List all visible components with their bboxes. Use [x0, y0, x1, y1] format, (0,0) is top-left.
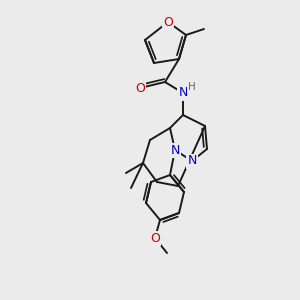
- Text: O: O: [135, 82, 145, 94]
- Text: O: O: [163, 16, 173, 28]
- Text: N: N: [187, 154, 197, 167]
- Text: N: N: [178, 86, 188, 100]
- Text: O: O: [150, 232, 160, 244]
- Text: H: H: [188, 82, 196, 92]
- Text: N: N: [170, 143, 180, 157]
